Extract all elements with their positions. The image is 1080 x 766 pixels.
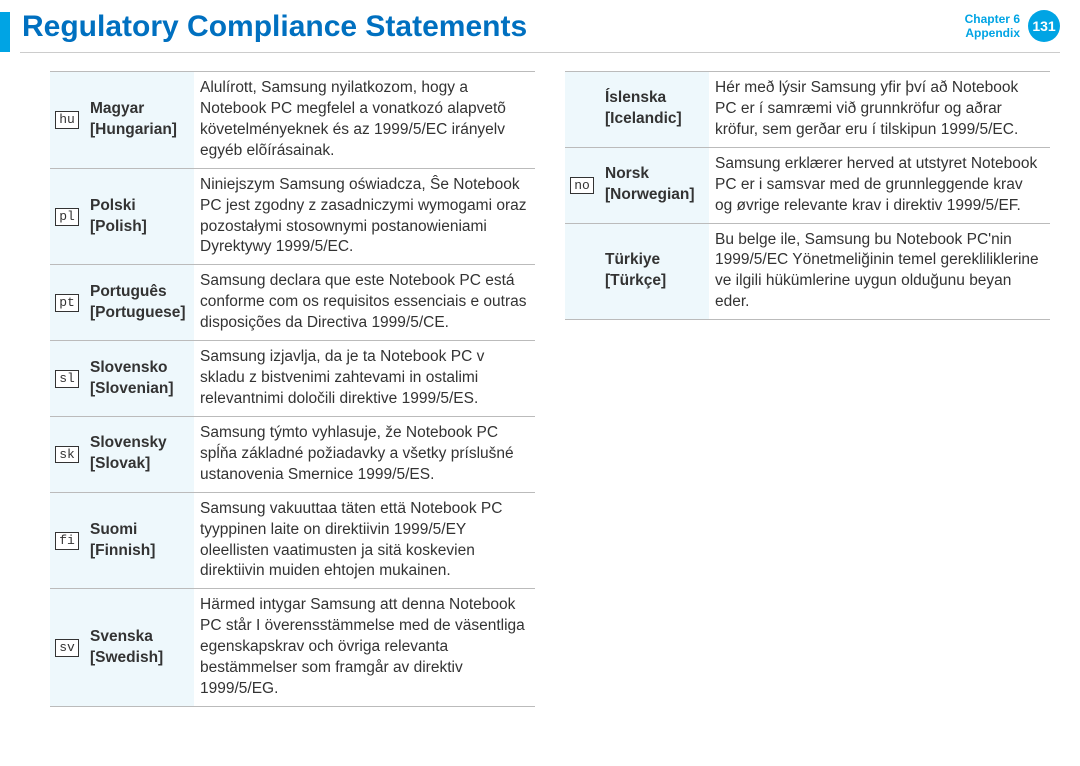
table-row: plPolski[Polish]Niniejszym Samsung oświa…	[50, 168, 535, 265]
chapter-line: Chapter 6	[965, 12, 1020, 26]
lang-name-cell: Türkiye[Türkçe]	[599, 223, 709, 320]
table-row: Türkiye[Türkçe]Bu belge ile, Samsung bu …	[565, 223, 1050, 320]
lang-name-cell: Português[Portuguese]	[84, 265, 194, 341]
left-table: huMagyar[Hungarian]Alulírott, Samsung ny…	[50, 71, 535, 707]
table-row: noNorsk[Norwegian]Samsung erklærer herve…	[565, 147, 1050, 223]
lang-native: Suomi	[90, 520, 186, 541]
lang-native: Türkiye	[605, 250, 701, 271]
lang-code-icon: sk	[55, 446, 79, 464]
table-row: Íslenska[Icelandic]Hér með lýsir Samsung…	[565, 72, 1050, 148]
right-column: Íslenska[Icelandic]Hér með lýsir Samsung…	[565, 71, 1050, 707]
lang-code-icon: sl	[55, 370, 79, 388]
statement-cell: Samsung vakuuttaa täten että Notebook PC…	[194, 492, 535, 589]
lang-name-cell: Íslenska[Icelandic]	[599, 72, 709, 148]
lang-name-cell: Norsk[Norwegian]	[599, 147, 709, 223]
lang-native: Português	[90, 282, 186, 303]
lang-code-cell: fi	[50, 492, 84, 589]
lang-code-cell: pl	[50, 168, 84, 265]
lang-english: [Finnish]	[90, 541, 186, 562]
lang-name-cell: Magyar[Hungarian]	[84, 72, 194, 169]
accent-bar	[0, 12, 10, 52]
lang-english: [Türkçe]	[605, 271, 701, 292]
statement-cell: Samsung izjavlja, da je ta Notebook PC v…	[194, 341, 535, 417]
lang-code-icon: pl	[55, 208, 79, 226]
lang-name-cell: Svenska[Swedish]	[84, 589, 194, 707]
lang-code-icon: sv	[55, 639, 79, 657]
statement-cell: Bu belge ile, Samsung bu Notebook PC'nin…	[709, 223, 1050, 320]
lang-english: [Icelandic]	[605, 109, 701, 130]
lang-name-cell: Suomi[Finnish]	[84, 492, 194, 589]
lang-native: Svenska	[90, 627, 186, 648]
left-column: huMagyar[Hungarian]Alulírott, Samsung ny…	[50, 71, 535, 707]
lang-code-icon: pt	[55, 294, 79, 312]
table-row: ptPortuguês[Portuguese]Samsung declara q…	[50, 265, 535, 341]
page-number-badge: 131	[1028, 10, 1060, 42]
header-divider	[20, 52, 1060, 53]
lang-native: Norsk	[605, 164, 701, 185]
page-title: Regulatory Compliance Statements	[22, 10, 527, 44]
lang-name-cell: Slovensko[Slovenian]	[84, 341, 194, 417]
statement-cell: Härmed intygar Samsung att denna Noteboo…	[194, 589, 535, 707]
statement-cell: Samsung erklærer herved at utstyret Note…	[709, 147, 1050, 223]
lang-code-cell: sk	[50, 416, 84, 492]
lang-code-cell	[565, 223, 599, 320]
lang-native: Polski	[90, 196, 186, 217]
lang-english: [Slovak]	[90, 454, 186, 475]
statement-cell: Alulírott, Samsung nyilatkozom, hogy a N…	[194, 72, 535, 169]
lang-code-icon: no	[570, 177, 594, 195]
table-row: slSlovensko[Slovenian]Samsung izjavlja, …	[50, 341, 535, 417]
lang-code-cell: sl	[50, 341, 84, 417]
lang-code-cell: hu	[50, 72, 84, 169]
chapter-block: Chapter 6 Appendix	[965, 12, 1020, 41]
right-table: Íslenska[Icelandic]Hér með lýsir Samsung…	[565, 71, 1050, 320]
statement-cell: Hér með lýsir Samsung yfir því að Notebo…	[709, 72, 1050, 148]
statement-cell: Samsung týmto vyhlasuje, že Notebook PC …	[194, 416, 535, 492]
lang-native: Íslenska	[605, 88, 701, 109]
table-row: skSlovensky[Slovak]Samsung týmto vyhlasu…	[50, 416, 535, 492]
statement-cell: Samsung declara que este Notebook PC est…	[194, 265, 535, 341]
lang-code-cell: sv	[50, 589, 84, 707]
lang-code-cell	[565, 72, 599, 148]
lang-native: Slovensky	[90, 433, 186, 454]
lang-native: Magyar	[90, 99, 186, 120]
lang-english: [Slovenian]	[90, 379, 186, 400]
lang-english: [Swedish]	[90, 648, 186, 669]
table-row: svSvenska[Swedish]Härmed intygar Samsung…	[50, 589, 535, 707]
appendix-line: Appendix	[965, 26, 1020, 40]
lang-name-cell: Slovensky[Slovak]	[84, 416, 194, 492]
lang-english: [Norwegian]	[605, 185, 701, 206]
lang-code-icon: hu	[55, 111, 79, 129]
lang-name-cell: Polski[Polish]	[84, 168, 194, 265]
page-header: Regulatory Compliance Statements Chapter…	[0, 0, 1080, 52]
lang-code-icon: fi	[55, 532, 79, 550]
header-right: Chapter 6 Appendix 131	[965, 10, 1060, 42]
table-row: fiSuomi[Finnish]Samsung vakuuttaa täten …	[50, 492, 535, 589]
lang-english: [Hungarian]	[90, 120, 186, 141]
table-row: huMagyar[Hungarian]Alulírott, Samsung ny…	[50, 72, 535, 169]
lang-english: [Polish]	[90, 217, 186, 238]
statement-cell: Niniejszym Samsung oświadcza, Ŝe Noteboo…	[194, 168, 535, 265]
lang-code-cell: pt	[50, 265, 84, 341]
content-columns: huMagyar[Hungarian]Alulírott, Samsung ny…	[0, 71, 1080, 707]
lang-english: [Portuguese]	[90, 303, 186, 324]
lang-code-cell: no	[565, 147, 599, 223]
lang-native: Slovensko	[90, 358, 186, 379]
